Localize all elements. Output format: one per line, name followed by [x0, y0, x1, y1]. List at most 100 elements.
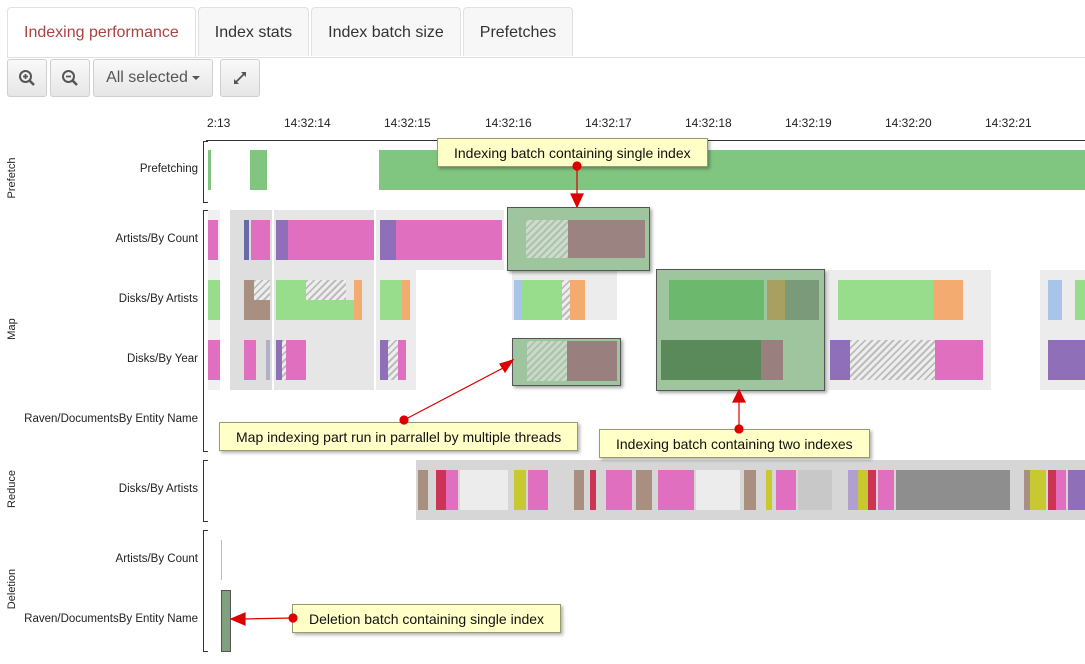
axis-tick: 14:32:16: [485, 116, 532, 130]
map-bar[interactable]: [522, 280, 562, 320]
lane-label-prefetching: Prefetching: [139, 163, 198, 175]
zoom-in-icon: [19, 70, 35, 86]
reduce-bar[interactable]: [1048, 470, 1056, 510]
map-bar[interactable]: [1048, 340, 1085, 380]
map-bar[interactable]: [402, 280, 410, 320]
reduce-bar[interactable]: [1056, 470, 1066, 510]
tab-index-batch-size[interactable]: Index batch size: [311, 7, 461, 56]
map-bar[interactable]: [830, 340, 850, 380]
reduce-bar[interactable]: [696, 470, 740, 510]
reduce-bar[interactable]: [658, 470, 694, 510]
prefetch-bar[interactable]: [208, 150, 211, 190]
reduce-bar[interactable]: [766, 470, 772, 510]
batch-segment: [568, 220, 645, 258]
tab-indexing-performance[interactable]: Indexing performance: [7, 7, 196, 58]
map-bar[interactable]: [254, 280, 270, 300]
toolbar: All selected: [7, 59, 263, 97]
reduce-bar[interactable]: [590, 470, 596, 510]
disks-by-year-batch-box[interactable]: [512, 338, 621, 386]
tab-index-stats[interactable]: Index stats: [197, 7, 310, 56]
reduce-bar[interactable]: [574, 470, 584, 510]
reduce-bar[interactable]: [868, 470, 876, 510]
prefetch-bar[interactable]: [250, 150, 267, 190]
reduce-bar[interactable]: [1068, 470, 1085, 510]
map-bar[interactable]: [1075, 280, 1085, 320]
tab-bar: Indexing performance Index stats Index b…: [7, 7, 575, 58]
map-bar[interactable]: [935, 340, 983, 380]
lane-label-map-raven-docs: Raven/DocumentsBy Entity Name: [24, 413, 198, 425]
map-bar[interactable]: [380, 220, 396, 260]
map-bar[interactable]: [396, 220, 502, 260]
map-bar[interactable]: [398, 340, 406, 380]
reduce-bar[interactable]: [858, 470, 868, 510]
group-bracket: [203, 460, 208, 522]
axis-tick: 14:32:14: [284, 116, 331, 130]
reduce-bar[interactable]: [548, 470, 572, 510]
reduce-bar[interactable]: [848, 470, 858, 510]
index-select-dropdown[interactable]: All selected: [93, 59, 213, 97]
axis-tick: 14:32:21: [985, 116, 1032, 130]
expand-button[interactable]: [220, 59, 260, 97]
expand-icon: [234, 72, 246, 84]
map-bar[interactable]: [276, 220, 288, 260]
lane-label-deletion-raven-docs: Raven/DocumentsBy Entity Name: [24, 613, 198, 625]
reduce-bar[interactable]: [1024, 470, 1030, 510]
map-bar[interactable]: [388, 340, 398, 380]
map-bar[interactable]: [514, 280, 522, 320]
batch-segment: [785, 280, 819, 320]
callout-parallel-threads: Map indexing part run in parrallel by mu…: [219, 422, 579, 451]
reduce-bar[interactable]: [1030, 470, 1046, 510]
batch-segment: [527, 341, 567, 381]
axis-tick: 14:32:18: [685, 116, 732, 130]
batch-segment: [661, 340, 761, 380]
map-bar[interactable]: [306, 300, 354, 320]
map-bar[interactable]: [276, 280, 306, 320]
map-bar[interactable]: [850, 340, 935, 380]
map-bar[interactable]: [562, 280, 570, 320]
reduce-bar[interactable]: [606, 470, 632, 510]
deletion-bar[interactable]: [221, 590, 231, 652]
arrow-line: [242, 617, 294, 620]
map-bar[interactable]: [286, 340, 306, 380]
reduce-bar[interactable]: [896, 470, 1010, 510]
map-bar[interactable]: [933, 280, 963, 320]
map-bar[interactable]: [251, 220, 270, 260]
map-bar[interactable]: [380, 280, 402, 320]
map-bar[interactable]: [1048, 280, 1062, 320]
reduce-bar[interactable]: [798, 470, 832, 510]
map-bar[interactable]: [208, 220, 218, 260]
map-bar[interactable]: [266, 340, 270, 380]
reduce-bar[interactable]: [460, 470, 508, 510]
lane-label-deletion-artists-by-count: Artists/By Count: [115, 553, 198, 565]
map-bar[interactable]: [282, 340, 286, 380]
reduce-bar[interactable]: [744, 470, 756, 510]
two-indexes-batch-box[interactable]: [656, 269, 825, 391]
map-bar[interactable]: [838, 280, 933, 320]
reduce-bar[interactable]: [514, 470, 526, 510]
map-bar[interactable]: [244, 220, 249, 260]
reduce-bar[interactable]: [636, 470, 652, 510]
map-bar[interactable]: [288, 220, 374, 260]
map-bar[interactable]: [208, 280, 220, 320]
map-bar[interactable]: [570, 280, 585, 320]
reduce-bar[interactable]: [418, 470, 428, 510]
zoom-out-button[interactable]: [50, 59, 90, 97]
axis-tick: 14:32:15: [384, 116, 431, 130]
reduce-bar[interactable]: [528, 470, 548, 510]
axis-tick: 14:32:20: [885, 116, 932, 130]
map-bar[interactable]: [276, 340, 282, 380]
map-bar[interactable]: [306, 280, 346, 300]
map-bar[interactable]: [354, 280, 362, 320]
deletion-bar[interactable]: [221, 540, 222, 580]
reduce-bar[interactable]: [776, 470, 796, 510]
reduce-bar[interactable]: [878, 470, 894, 510]
reduce-bar[interactable]: [436, 470, 446, 510]
zoom-in-button[interactable]: [7, 59, 47, 97]
tab-prefetches[interactable]: Prefetches: [462, 7, 574, 56]
map-bar[interactable]: [208, 340, 220, 380]
group-label-prefetch: Prefetch: [6, 157, 18, 199]
map-bar[interactable]: [380, 340, 388, 380]
single-index-batch-box[interactable]: [507, 207, 650, 271]
reduce-bar[interactable]: [446, 470, 458, 510]
map-bar[interactable]: [244, 340, 256, 380]
